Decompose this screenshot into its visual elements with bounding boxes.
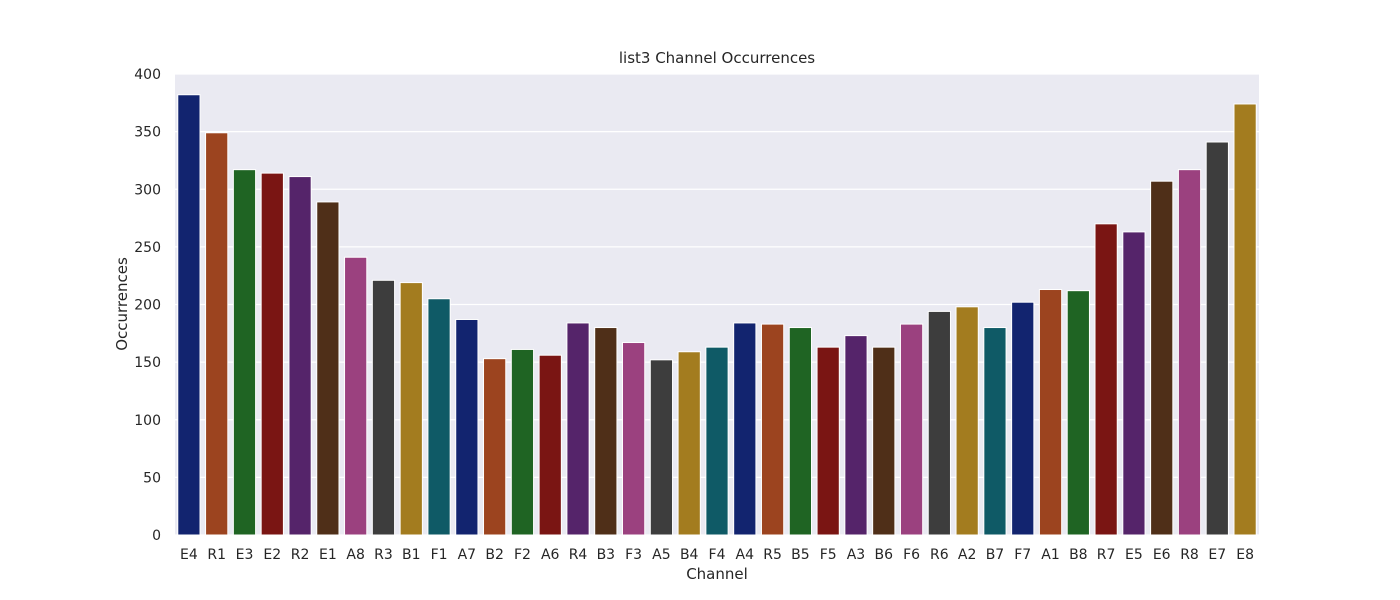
x-tick-label: E8: [1236, 547, 1254, 563]
bar-a2: [955, 306, 979, 536]
x-tick-label: B8: [1069, 547, 1088, 563]
bar-b4: [677, 351, 701, 536]
bar-r6: [927, 310, 951, 536]
bar-e8: [1233, 103, 1257, 536]
bar-b1: [399, 282, 423, 536]
bar-b6: [872, 346, 896, 536]
y-tick-label: 400: [134, 67, 161, 83]
x-tick-label: R5: [763, 547, 782, 563]
bar-r7: [1094, 223, 1118, 536]
bar-f2: [510, 348, 535, 536]
bar-f1: [427, 298, 451, 536]
x-tick-label: B2: [485, 547, 504, 563]
x-tick-label: R1: [207, 547, 226, 563]
y-tick-label: 50: [143, 470, 161, 486]
y-tick-label: 150: [134, 355, 161, 371]
y-tick-label: 250: [134, 240, 161, 256]
x-tick-label: B3: [597, 547, 616, 563]
x-tick-label: F6: [903, 547, 920, 563]
bar-e6: [1150, 180, 1174, 536]
x-tick-label: A6: [541, 547, 560, 563]
x-tick-label: A2: [958, 547, 976, 563]
y-tick-label: 200: [134, 298, 161, 314]
bar-r1: [205, 132, 229, 536]
x-tick-label: A1: [1041, 547, 1059, 563]
bar-r2: [288, 176, 312, 536]
bar-e3: [232, 169, 257, 536]
x-tick-label: R7: [1097, 547, 1116, 563]
x-tick-label: A8: [346, 547, 364, 563]
bar-b5: [788, 327, 813, 536]
bar-a6: [538, 354, 562, 536]
x-tick-label: F1: [431, 547, 448, 563]
y-axis-label: Occurrences: [113, 257, 131, 351]
bar-e7: [1205, 141, 1229, 536]
x-tick-label: A3: [847, 547, 865, 563]
bar-a4: [733, 322, 757, 536]
bar-a1: [1038, 289, 1063, 536]
bar-f3: [621, 342, 646, 536]
bar-f7: [1011, 301, 1035, 536]
x-tick-label: A5: [652, 547, 670, 563]
x-tick-label: R4: [569, 547, 588, 563]
bar-r8: [1177, 169, 1202, 536]
x-tick-label: B7: [986, 547, 1005, 563]
x-tick-label: B4: [680, 547, 699, 563]
bar-a5: [649, 359, 674, 536]
bar-e2: [260, 172, 284, 536]
x-tick-label: A4: [736, 547, 755, 563]
x-tick-label: F3: [625, 547, 642, 563]
y-axis-ticks: 0 50 100 150 200 250 300 350 400: [134, 67, 161, 544]
y-tick-label: 300: [134, 182, 161, 198]
x-tick-label: E4: [180, 547, 198, 563]
bars: [177, 94, 1257, 536]
bar-r5: [760, 323, 785, 536]
chart-title: list3 Channel Occurrences: [619, 49, 815, 67]
bar-a8: [344, 256, 368, 536]
x-tick-label: E3: [236, 547, 254, 563]
bar-b8: [1066, 290, 1090, 536]
bar-f5: [816, 346, 840, 536]
x-tick-label: E2: [263, 547, 281, 563]
bar-a3: [844, 335, 868, 536]
x-tick-label: R3: [374, 547, 393, 563]
bar-e4: [177, 94, 201, 536]
x-tick-label: B5: [791, 547, 810, 563]
y-tick-label: 350: [134, 125, 161, 141]
x-axis-label: Channel: [686, 565, 748, 583]
x-tick-label: B6: [875, 547, 894, 563]
x-tick-label: E7: [1208, 547, 1226, 563]
bar-b2: [483, 358, 507, 536]
x-tick-label: F4: [709, 547, 726, 563]
x-axis-ticks: E4 R1 E3 E2 R2 E1 A8 R3 B1 F1 A7 B2 F2 A6 R4 B3 F3 A5 B4 F4…: [180, 547, 1254, 563]
bar-b3: [594, 327, 618, 536]
x-tick-label: A7: [458, 547, 476, 563]
bar-e5: [1122, 231, 1146, 536]
y-tick-label: 100: [134, 413, 161, 429]
x-tick-label: F5: [820, 547, 837, 563]
x-tick-label: F7: [1014, 547, 1031, 563]
x-tick-label: R6: [930, 547, 949, 563]
x-tick-label: E5: [1125, 547, 1143, 563]
bar-f6: [899, 323, 924, 536]
bar-r4: [566, 322, 590, 536]
x-tick-label: E6: [1153, 547, 1171, 563]
bar-a7: [455, 318, 479, 536]
bar-b7: [983, 327, 1007, 536]
bar-r3: [371, 279, 396, 536]
y-tick-label: 0: [152, 528, 161, 544]
x-tick-label: B1: [402, 547, 421, 563]
x-tick-label: E1: [319, 547, 337, 563]
x-tick-label: R8: [1180, 547, 1199, 563]
x-tick-label: F2: [514, 547, 531, 563]
bar-e1: [316, 201, 340, 536]
bar-f4: [705, 346, 729, 536]
x-tick-label: R2: [291, 547, 310, 563]
